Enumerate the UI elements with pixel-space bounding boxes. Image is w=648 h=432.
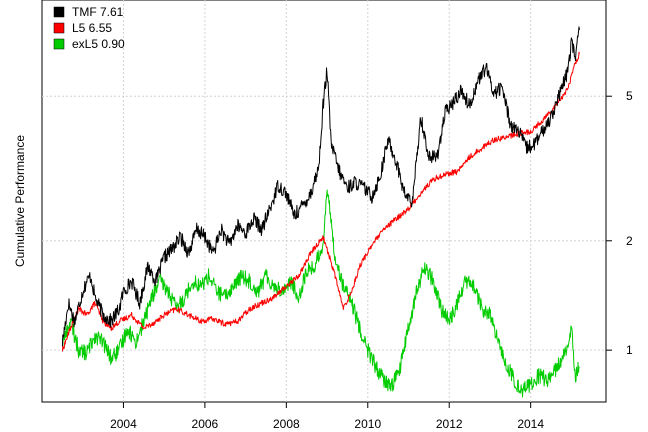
y-tick-label: 5 <box>626 89 633 103</box>
legend-swatch <box>53 38 65 50</box>
x-tick-label: 2006 <box>192 417 219 431</box>
x-tick-label: 2010 <box>354 417 381 431</box>
x-tick-label: 2008 <box>273 417 300 431</box>
y-tick-label: 2 <box>626 234 633 248</box>
grid-lines <box>42 0 606 402</box>
x-tick-label: 2012 <box>436 417 463 431</box>
series-line-0 <box>61 26 580 347</box>
legend-swatch <box>53 22 65 34</box>
series-line-1 <box>61 51 580 352</box>
x-tick-label: 2014 <box>517 417 544 431</box>
y-tick-label: 1 <box>626 343 633 357</box>
y-axis-title: Cumulative Performance <box>13 135 27 267</box>
series-line-2 <box>61 189 580 398</box>
y-axis: 1 2 5 <box>606 89 633 357</box>
x-tick-label: 2004 <box>110 417 137 431</box>
series-lines <box>61 26 580 398</box>
legend: TMF 7.61 L5 6.55 exL5 0.90 <box>53 5 125 51</box>
legend-label: TMF 7.61 <box>72 5 124 19</box>
legend-label: exL5 0.90 <box>72 37 125 51</box>
x-axis: 2004 2006 2008 2010 2012 2014 <box>110 402 544 431</box>
legend-label: L5 6.55 <box>72 21 112 35</box>
plot-frame <box>41 0 607 403</box>
legend-swatch <box>53 6 65 18</box>
